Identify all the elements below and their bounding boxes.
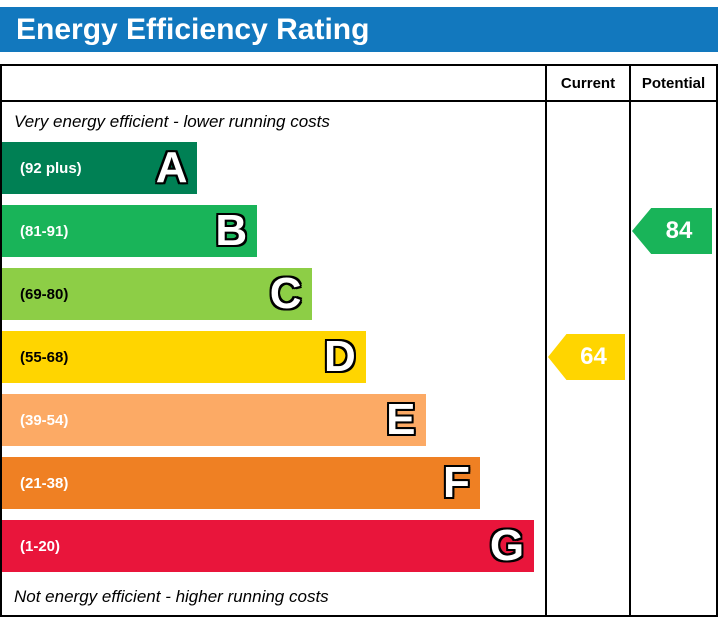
band-letter: E <box>386 395 416 444</box>
band-range-label: (1-20) <box>20 537 61 555</box>
band-range-label: (55-68) <box>20 348 69 366</box>
band-C: (69-80) C <box>2 268 312 320</box>
band-range-label: (81-91) <box>20 222 69 240</box>
header-spacer <box>2 66 545 102</box>
top-note: Very energy efficient - lower running co… <box>14 112 330 131</box>
current-rating-arrow: 64 <box>548 334 625 380</box>
band-letter: D <box>324 332 356 381</box>
bands-container: (92 plus) A (81-91) B (69-80) C (55-68) D (39-54… <box>2 142 545 572</box>
band-E: (39-54) E <box>2 394 426 446</box>
band-D: (55-68) D <box>2 331 366 383</box>
band-range-label: (69-80) <box>20 285 69 303</box>
band-A: (92 plus) A <box>2 142 198 194</box>
band-letter: G <box>489 521 525 570</box>
band-G: (1-20) G <box>2 520 535 572</box>
current-column-header: Current <box>545 66 629 102</box>
bottom-note: Not energy efficient - higher running co… <box>14 587 329 606</box>
band-letter: F <box>442 458 470 507</box>
band-F: (21-38) F <box>2 457 480 509</box>
band-letter: A <box>155 143 188 192</box>
energy-rating-chart: Current Potential Very energy efficient … <box>0 64 718 617</box>
title-bar: Energy Efficiency Rating <box>0 7 718 52</box>
bands-column: Very energy efficient - lower running co… <box>2 102 545 615</box>
band-range-label: (21-38) <box>20 474 69 492</box>
band-letter: B <box>215 206 248 255</box>
band-range-label: (39-54) <box>20 411 69 429</box>
current-column: 64 <box>545 102 629 615</box>
potential-column-header: Potential <box>629 66 716 102</box>
band-B: (81-91) B <box>2 205 258 257</box>
potential-column: 84 <box>629 102 716 615</box>
page-title: Energy Efficiency Rating <box>16 12 370 46</box>
band-range-label: (92 plus) <box>20 159 82 177</box>
potential-rating-arrow: 84 <box>632 208 712 254</box>
band-letter: C <box>269 269 302 318</box>
